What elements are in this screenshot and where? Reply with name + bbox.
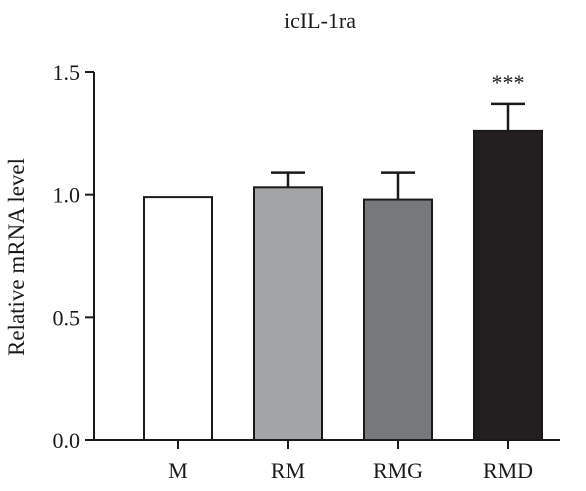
bars: ***	[143, 70, 543, 441]
y-axis-title: Relative mRNA level	[4, 158, 29, 356]
y-tick-label: 0.0	[53, 428, 81, 453]
significance-annotation: ***	[492, 70, 525, 95]
y-axis: 0.0 0.5 1.0 1.5	[53, 60, 95, 453]
x-axis: M RM RMG RMD	[94, 439, 560, 483]
x-tick-label: RM	[271, 458, 305, 483]
bar-rmd	[473, 129, 543, 441]
x-tick-label: RMG	[373, 458, 423, 483]
bar-rm	[253, 186, 323, 441]
y-tick-label: 1.5	[53, 60, 81, 85]
bar-rmg	[363, 198, 433, 441]
bar-m	[143, 196, 213, 441]
x-tick-label: RMD	[483, 458, 533, 483]
y-tick-label: 1.0	[53, 183, 81, 208]
x-tick-label: M	[168, 458, 188, 483]
chart-title: icIL-1ra	[284, 8, 356, 33]
y-tick-label: 0.5	[53, 305, 81, 330]
